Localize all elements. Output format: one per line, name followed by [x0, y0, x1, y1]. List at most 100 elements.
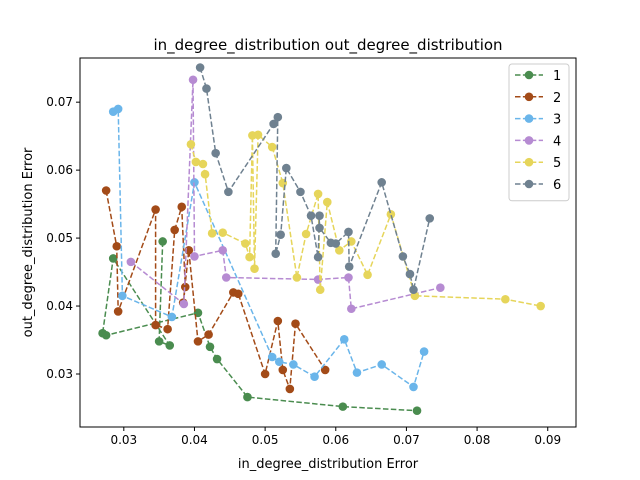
data-point: [211, 148, 220, 158]
plot-area-frame: [79, 57, 577, 428]
y-axis-title: out_degree_distribution Error: [21, 147, 36, 337]
data-point: [267, 352, 277, 362]
data-point: [218, 228, 228, 237]
legend-marker: [524, 179, 534, 189]
data-point: [398, 252, 408, 261]
legend-label: 2: [553, 91, 561, 106]
legend-label: 4: [553, 134, 561, 149]
data-point: [301, 229, 311, 239]
data-point: [306, 211, 316, 220]
data-point: [412, 406, 422, 415]
data-point: [436, 283, 445, 292]
data-point: [233, 289, 243, 299]
data-point: [409, 285, 418, 295]
data-point: [200, 169, 210, 179]
data-point: [165, 341, 175, 350]
legend-marker: [524, 92, 534, 102]
data-point: [377, 178, 386, 187]
data-point: [193, 337, 203, 346]
legend-box: [508, 63, 570, 202]
data-point: [202, 84, 211, 93]
legend-item: 6: [515, 178, 561, 193]
data-point: [291, 319, 300, 329]
legend-marker: [524, 157, 534, 167]
data-point: [315, 223, 324, 233]
series-2: [101, 186, 330, 394]
data-point: [352, 368, 362, 377]
data-point: [285, 384, 295, 394]
data-point: [101, 330, 111, 340]
legend-marker: [524, 136, 534, 145]
legend-item: 1: [515, 69, 561, 84]
data-point: [347, 304, 356, 314]
data-point: [245, 252, 254, 262]
data-point: [243, 392, 252, 402]
data-point: [163, 324, 172, 334]
legend-item: 2: [515, 91, 561, 106]
data-point: [195, 63, 205, 72]
legend-label: 1: [553, 69, 561, 84]
data-point: [253, 130, 263, 140]
data-point: [205, 342, 215, 352]
data-point: [191, 157, 201, 167]
data-point: [315, 211, 324, 220]
data-point: [177, 202, 187, 212]
data-point: [344, 262, 354, 271]
data-point: [274, 357, 284, 367]
data-point: [190, 252, 199, 261]
legend-label: 5: [553, 156, 561, 171]
data-point: [179, 299, 189, 309]
data-point: [154, 337, 164, 346]
x-tick-label: 0.05: [252, 433, 279, 447]
x-axis-title: in_degree_distribution Error: [238, 457, 419, 472]
series-6: [195, 63, 435, 295]
x-tick-label: 0.03: [110, 433, 137, 447]
data-point: [405, 269, 415, 279]
data-point: [289, 360, 298, 369]
y-tick-label: 0.06: [46, 163, 73, 177]
data-point: [101, 186, 111, 195]
legend-label: 3: [553, 113, 561, 128]
x-tick-label: 0.08: [464, 433, 491, 447]
series-line: [112, 107, 425, 389]
chart-title: in_degree_distribution out_degree_distri…: [153, 36, 502, 55]
y-axis: 0.03 0.04 0.05 0.06 0.07: [46, 95, 80, 381]
data-point: [313, 252, 323, 262]
data-point: [198, 159, 208, 169]
x-tick-label: 0.07: [393, 433, 420, 447]
series-line: [105, 190, 326, 390]
x-tick-label: 0.06: [322, 433, 349, 447]
legend-item: 5: [515, 156, 561, 171]
series-line: [199, 67, 431, 290]
x-tick-label: 0.04: [181, 433, 208, 447]
data-point: [204, 330, 213, 339]
data-point: [113, 307, 123, 316]
y-tick-label: 0.04: [46, 299, 73, 313]
data-point: [158, 237, 167, 246]
data-point: [536, 301, 545, 311]
data-point: [273, 112, 283, 122]
x-axis: 0.03 0.04 0.05 0.06 0.07 0.08 0.09: [110, 427, 561, 447]
data-point: [186, 140, 196, 149]
data-point: [338, 402, 348, 411]
data-point: [180, 282, 190, 292]
data-point: [273, 316, 283, 326]
data-point: [167, 312, 177, 322]
data-point: [250, 264, 259, 273]
data-point: [218, 246, 228, 255]
data-point: [344, 227, 353, 237]
data-point: [241, 239, 250, 248]
legend-marker: [524, 114, 534, 123]
data-point: [315, 285, 325, 295]
data-point: [118, 291, 127, 301]
data-point: [151, 320, 160, 330]
series-3: [108, 104, 429, 392]
data-point: [221, 273, 231, 282]
legend-label: 6: [553, 178, 561, 193]
data-point: [282, 163, 291, 173]
data-point: [207, 229, 217, 238]
data-point: [339, 335, 349, 344]
data-point: [224, 187, 233, 197]
data-point: [276, 230, 285, 239]
data-point: [320, 365, 330, 375]
